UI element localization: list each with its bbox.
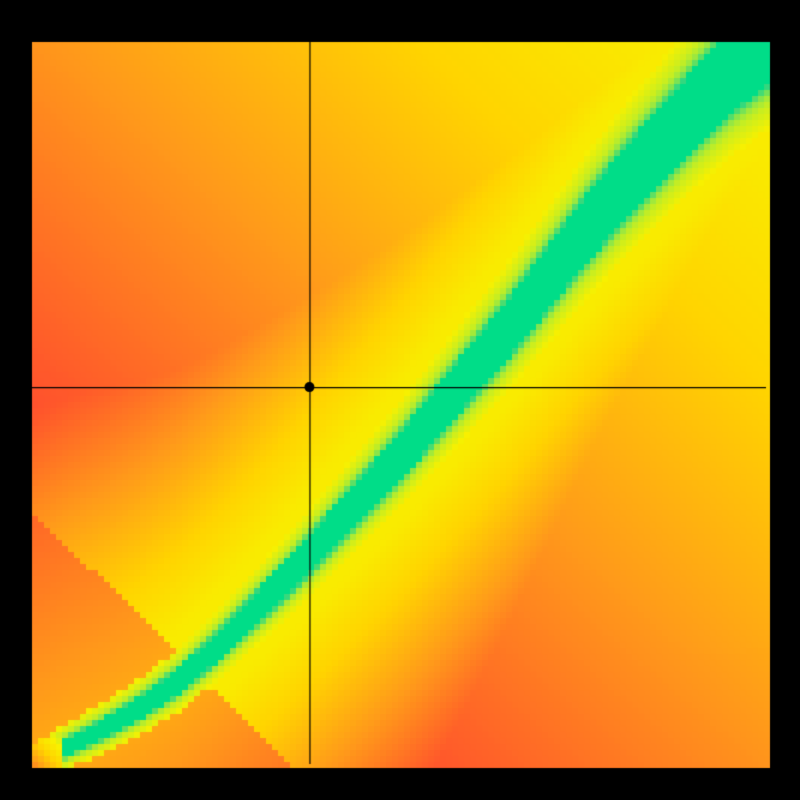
bottleneck-heatmap (0, 0, 800, 800)
